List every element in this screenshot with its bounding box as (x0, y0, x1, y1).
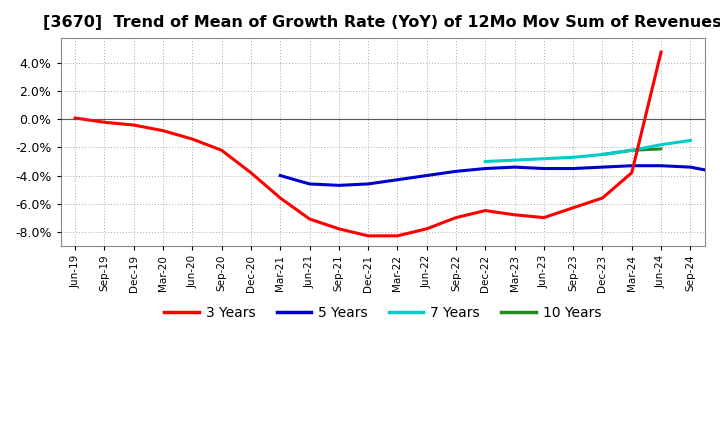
Title: [3670]  Trend of Mean of Growth Rate (YoY) of 12Mo Mov Sum of Revenues: [3670] Trend of Mean of Growth Rate (YoY… (43, 15, 720, 30)
Legend: 3 Years, 5 Years, 7 Years, 10 Years: 3 Years, 5 Years, 7 Years, 10 Years (159, 301, 606, 326)
